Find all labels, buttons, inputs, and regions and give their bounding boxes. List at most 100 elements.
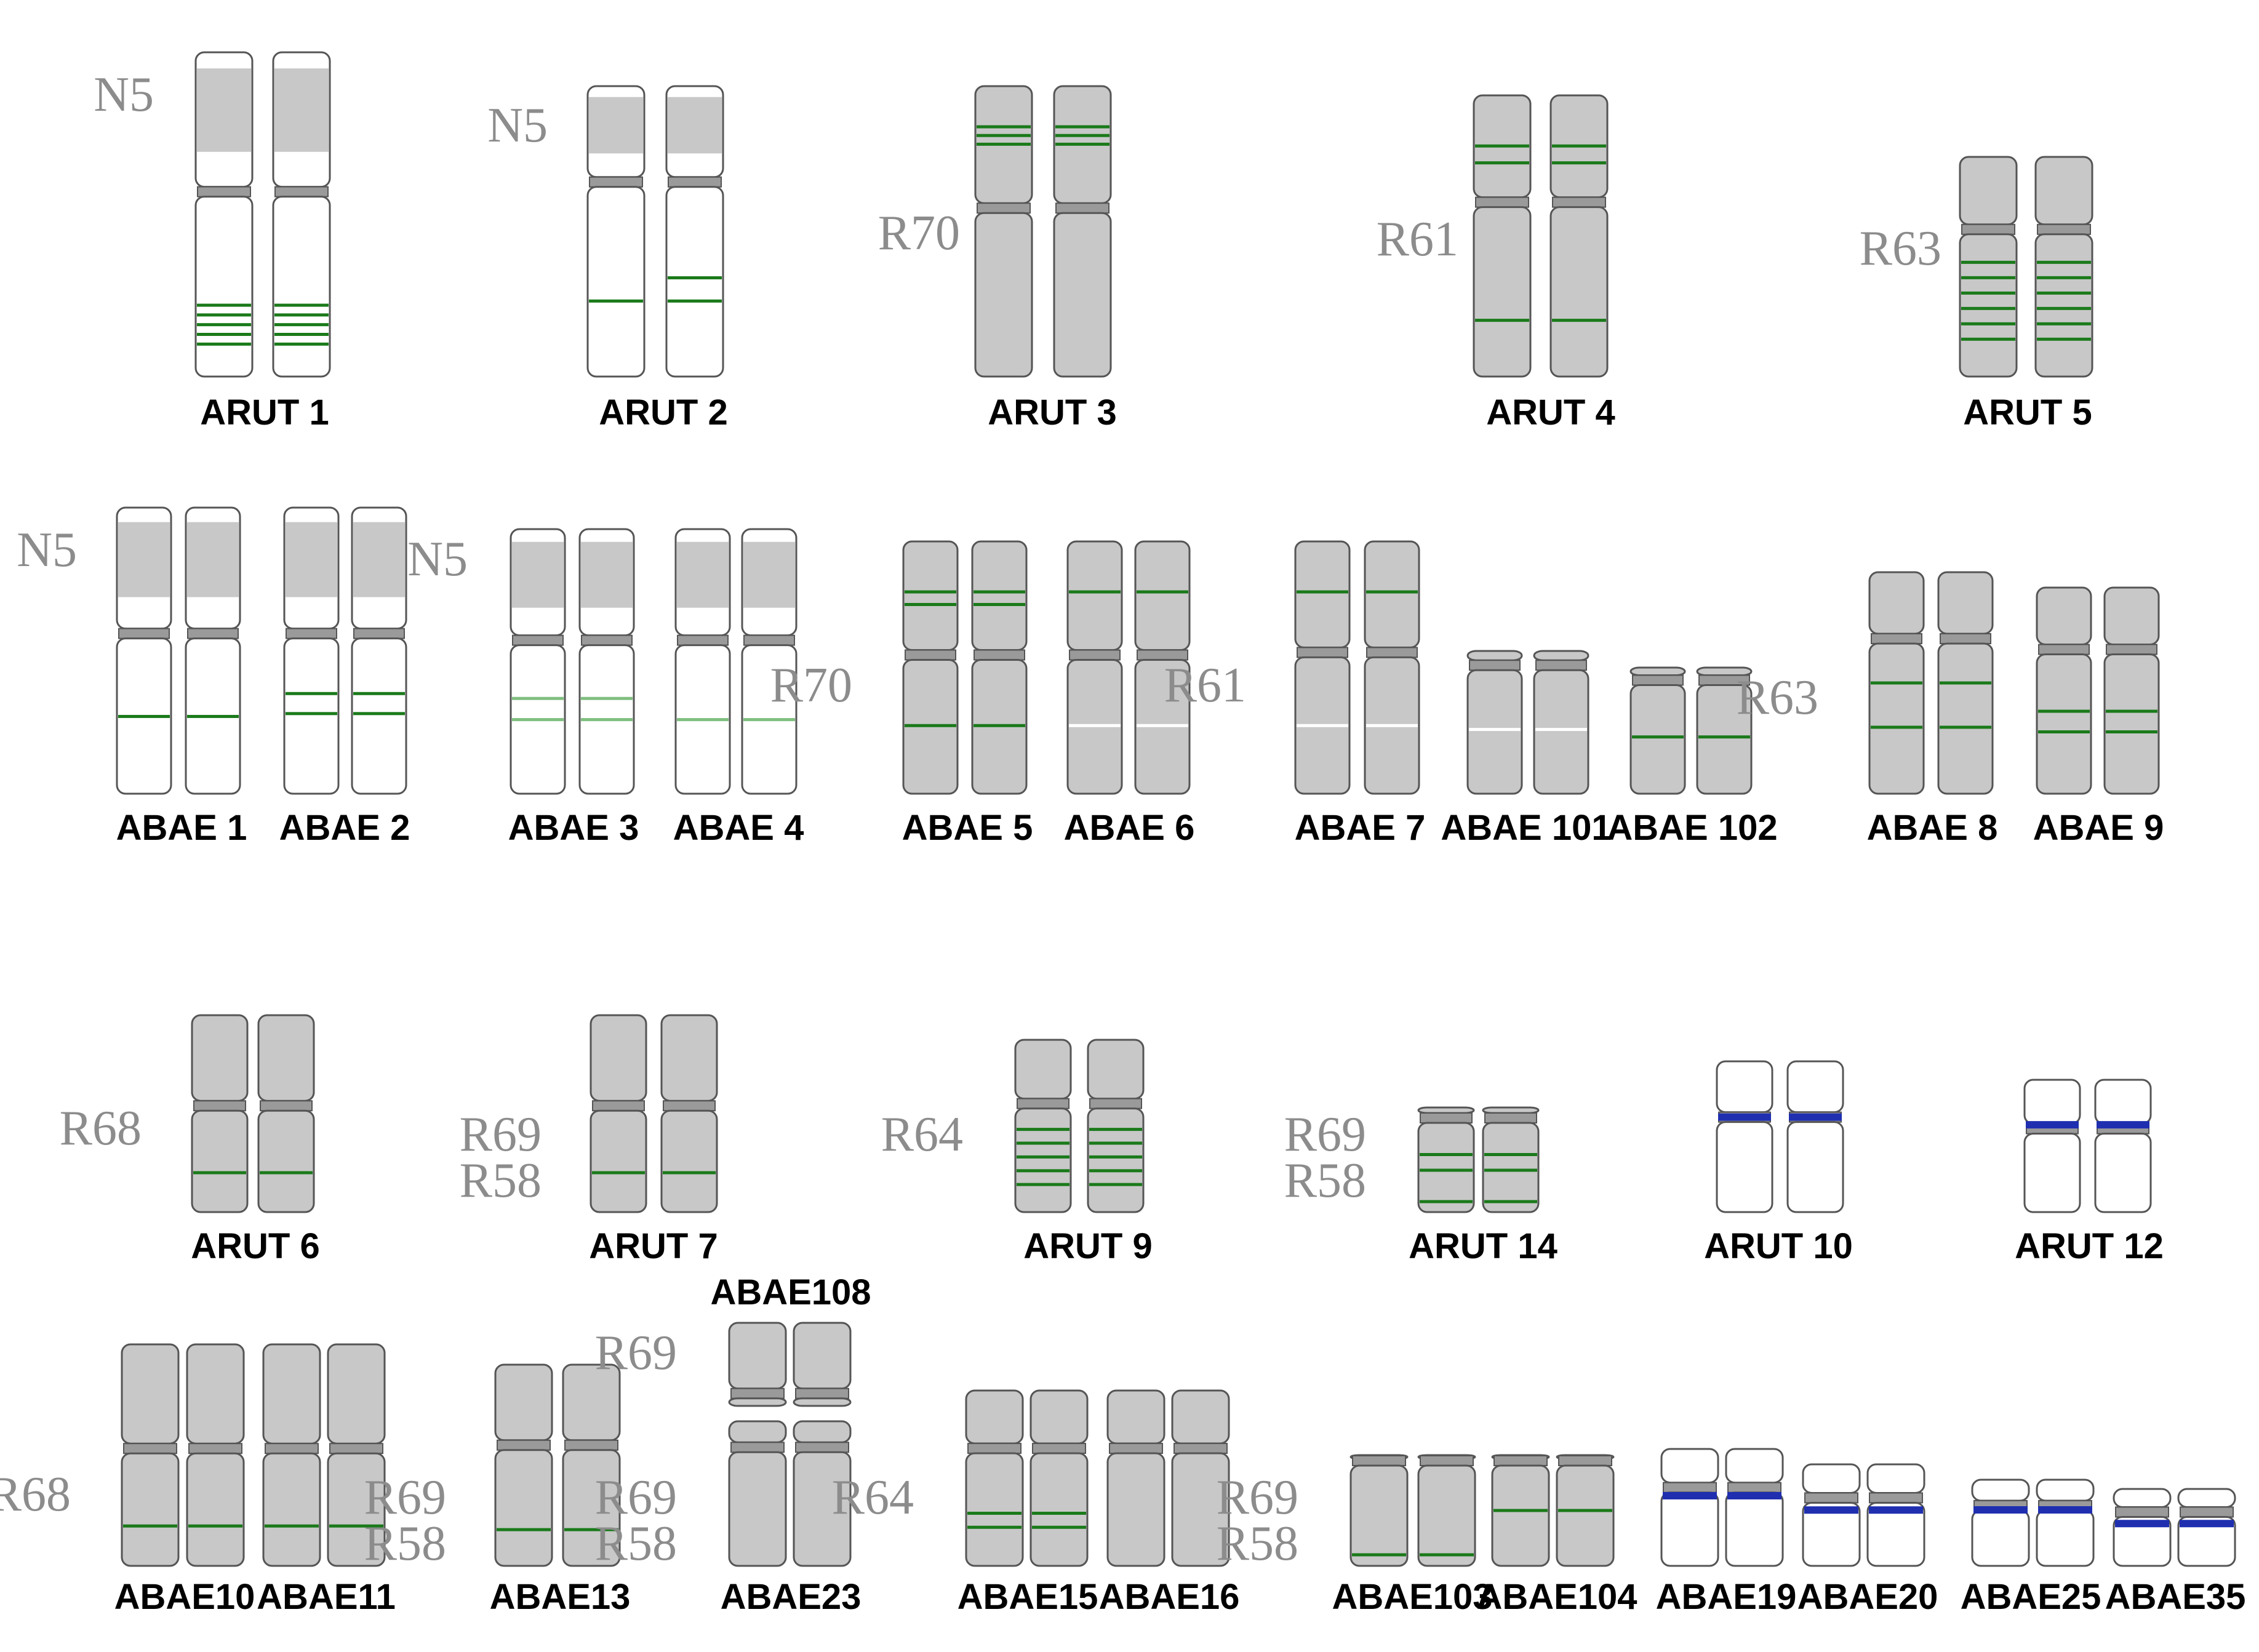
chromosome-p-arm xyxy=(793,1322,852,1390)
chromosome-p-arm xyxy=(186,1343,245,1445)
chromosome xyxy=(1482,1106,1540,1213)
signal-band xyxy=(2037,337,2091,341)
chromosome-pair xyxy=(1066,540,1191,795)
signal-band xyxy=(1869,1506,1923,1514)
signal-band xyxy=(1420,1168,1473,1172)
chromosome-pair xyxy=(965,1389,1089,1567)
signal-band xyxy=(2026,1121,2079,1129)
chromosome xyxy=(1533,650,1589,795)
chromosome-q-arm xyxy=(262,1452,321,1567)
signal-band xyxy=(1535,728,1587,732)
chromosome-q-arm xyxy=(974,212,1033,378)
centromere xyxy=(1109,1443,1163,1454)
signal-band xyxy=(329,1524,383,1528)
chromosome-q-arm xyxy=(1868,642,1925,795)
chromosome xyxy=(793,1322,852,1407)
chromosome-p-arm xyxy=(1629,666,1686,676)
chromosome-p-arm xyxy=(2094,1079,2152,1125)
chromosome xyxy=(1473,94,1532,378)
signal-band xyxy=(1718,1113,1771,1121)
centromere xyxy=(974,649,1025,661)
chromosome xyxy=(2113,1488,2172,1567)
probe-label: R69 xyxy=(1217,1470,1298,1525)
signal-band xyxy=(581,696,633,700)
signal-band xyxy=(1727,1492,1781,1499)
pair-caption: ABAE108 xyxy=(710,1272,871,1312)
chromosome-q-arm xyxy=(1482,1122,1540,1213)
chromosome-p-arm xyxy=(793,1420,852,1443)
signal-band xyxy=(2037,322,2091,325)
probe-label: R68 xyxy=(60,1101,142,1155)
chromosome-p-arm xyxy=(1802,1463,1861,1494)
chromosome xyxy=(2034,156,2093,378)
chromosome xyxy=(728,1420,787,1567)
signal-band xyxy=(977,125,1031,129)
signal-band xyxy=(592,1171,645,1175)
centromere xyxy=(265,1443,319,1454)
chromosome-q-arm xyxy=(351,637,407,795)
chromosome-p-arm xyxy=(1533,650,1589,661)
chromosome xyxy=(1549,94,1609,378)
chromosome xyxy=(191,1014,249,1213)
probe-label: R61 xyxy=(1377,212,1458,266)
heterochromatin-block xyxy=(743,541,795,608)
probe-label: R58 xyxy=(1284,1154,1366,1208)
chromosome-p-arm xyxy=(1971,1478,2030,1502)
signal-band xyxy=(2115,1520,2169,1528)
centromere xyxy=(730,1387,785,1399)
pair-caption: ARUT 6 xyxy=(191,1226,319,1266)
signal-band xyxy=(1484,1200,1537,1203)
signal-band xyxy=(1069,590,1121,594)
centromere xyxy=(589,176,643,188)
pair-caption: ABAE 1 xyxy=(116,808,247,848)
chromosome-p-arm xyxy=(191,1014,249,1102)
chromosome-pair xyxy=(1629,666,1753,795)
signal-band xyxy=(743,718,795,722)
chromosome xyxy=(1971,1478,2030,1567)
chromosome-q-arm xyxy=(121,1452,180,1567)
chromosome xyxy=(1364,540,1420,795)
signal-band xyxy=(197,342,251,346)
chromosome-p-arm xyxy=(1716,1060,1773,1114)
chromosome-q-arm xyxy=(194,196,254,378)
centromere xyxy=(329,1443,383,1454)
pair-caption: ABAE103 xyxy=(1332,1577,1492,1617)
centromere xyxy=(118,628,170,639)
chromosome xyxy=(965,1389,1024,1567)
chromosome xyxy=(1937,571,1994,795)
centromere xyxy=(668,176,722,188)
chromosome-q-arm xyxy=(2036,1509,2095,1567)
probe-label: R64 xyxy=(881,1107,963,1162)
pair-caption: ARUT 9 xyxy=(1023,1226,1152,1266)
chromosome-q-arm xyxy=(1556,1464,1615,1567)
chromosome xyxy=(1802,1463,1861,1567)
chromosome-q-arm xyxy=(660,1109,718,1213)
signal-band xyxy=(197,313,251,317)
centromere xyxy=(1069,649,1121,661)
centromere xyxy=(1869,1492,1923,1504)
chromosome xyxy=(586,85,646,378)
signal-band xyxy=(1137,724,1188,727)
signal-band xyxy=(967,1512,1022,1515)
signal-band xyxy=(2038,1506,2092,1514)
chromosome-q-arm xyxy=(1030,1452,1089,1567)
chromosome-pair xyxy=(1349,1454,1476,1567)
signal-band xyxy=(1137,590,1188,594)
chromosome xyxy=(1417,1454,1476,1567)
chromosome-q-arm xyxy=(1866,1501,1925,1567)
signal-band xyxy=(274,323,329,327)
probe-label: R69 xyxy=(1284,1107,1366,1162)
chromosome-pair xyxy=(1971,1478,2095,1567)
probe-label: R61 xyxy=(1164,658,1246,712)
signal-band xyxy=(1089,1183,1142,1186)
chromosome-q-arm xyxy=(257,1109,315,1213)
chromosome-q-arm xyxy=(272,196,331,378)
centromere xyxy=(2106,644,2157,655)
chromosome-pair xyxy=(1959,156,2093,378)
signal-band xyxy=(1297,724,1348,727)
signal-band xyxy=(1871,725,1922,729)
signal-band xyxy=(905,724,956,727)
chromosome xyxy=(272,51,331,378)
chromosome-pair xyxy=(116,506,241,795)
pair-caption: ABAE25 xyxy=(1961,1577,2101,1617)
